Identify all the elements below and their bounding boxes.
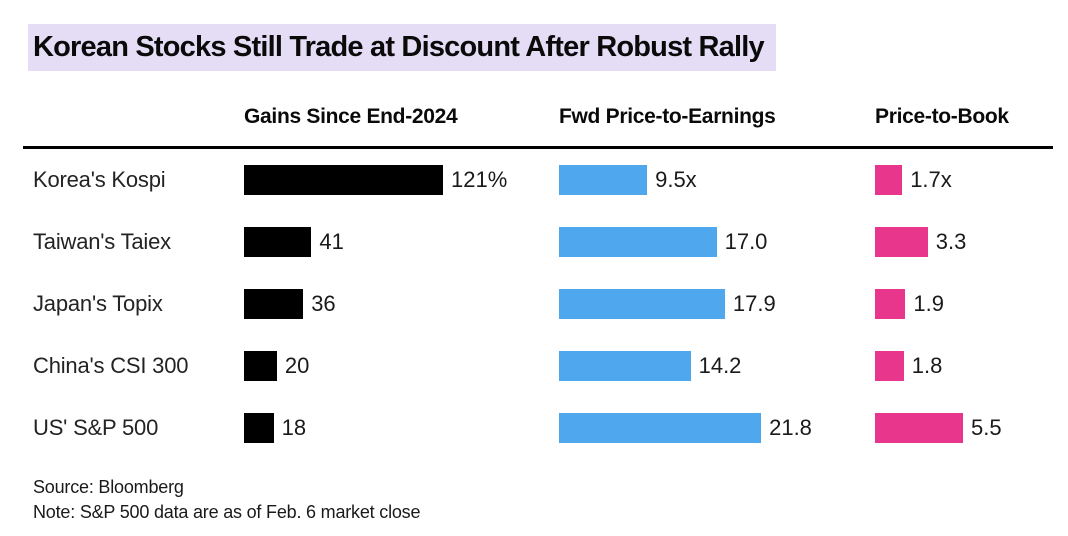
data-bar [875,351,904,381]
table-row: Korea's Kospi 121% 9.5x 1.7x [23,149,1053,211]
column-header-gains: Gains Since End-2024 [244,105,458,128]
bar-cell: 41 [244,227,559,257]
table-row: China's CSI 300 20 14.2 1.8 [23,335,1053,397]
source-text: Source: Bloomberg [33,477,184,497]
bar-cell: 5.5 [875,413,1053,443]
data-bar [244,351,277,381]
title-line: Korean Stocks Still Trade at Discount Af… [23,24,1053,71]
footer: Source: Bloomberg Note: S&P 500 data are… [23,475,1053,525]
bar-value-label: 5.5 [971,415,1002,440]
data-bar [559,289,725,319]
table-row: Japan's Topix 36 17.9 1.9 [23,273,1053,335]
column-header-fwd-pe: Fwd Price-to-Earnings [559,105,776,128]
bar-value-label: 36 [311,291,336,316]
data-bar [244,289,304,319]
data-bar [559,227,717,257]
bar-cell: 1.7x [875,165,1053,195]
bar-value-label: 1.8 [911,353,943,378]
data-bar [244,413,274,443]
data-bar [559,413,762,443]
bar-cell: 21.8 [559,413,875,443]
table-row: Taiwan's Taiex 41 17.0 3.3 [23,211,1053,273]
column-header-price-to-book: Price-to-Book [875,105,1009,128]
row-label: Japan's Topix [33,291,163,316]
chart-title: Korean Stocks Still Trade at Discount Af… [28,24,776,71]
row-label-column-spacer [33,105,244,129]
row-label: US' S&P 500 [33,415,159,440]
bar-cell: 36 [244,289,559,319]
bar-cell: 1.9 [875,289,1053,319]
bar-value-label: 21.8 [769,415,812,440]
bar-value-label: 41 [319,229,344,254]
table-row: US' S&P 500 18 21.8 5.5 [23,397,1053,459]
bar-value-label: 20 [284,353,310,378]
bar-value-label: 17.0 [724,229,768,254]
bar-cell: 1.8 [875,351,1053,381]
bar-cell: 20 [244,351,559,381]
row-label: Korea's Kospi [33,167,166,192]
data-bar [559,351,691,381]
bar-value-label: 18 [281,415,307,440]
bar-cell: 9.5x [559,165,875,195]
bar-cell: 14.2 [559,351,875,381]
bar-cell: 17.9 [559,289,875,319]
bar-cell: 17.0 [559,227,875,257]
data-bar [559,165,648,195]
note-text: Note: S&P 500 data are as of Feb. 6 mark… [33,502,421,522]
bar-value-label: 1.9 [913,291,944,316]
bar-cell: 121% [244,165,559,195]
bar-value-label: 121% [451,167,508,192]
data-bar [244,165,443,195]
data-bar [875,289,906,319]
bar-value-label: 1.7x [910,167,952,192]
bar-value-label: 3.3 [935,229,967,254]
data-bar [244,227,312,257]
header-divider-line [23,146,1053,149]
bar-value-label: 14.2 [698,353,742,378]
bar-value-label: 9.5x [655,167,697,192]
chart-container: Korean Stocks Still Trade at Discount Af… [23,0,1053,525]
row-label: China's CSI 300 [33,353,189,378]
bar-value-label: 17.9 [732,291,776,316]
data-bar [875,165,903,195]
chart-rows: Korea's Kospi 121% 9.5x 1.7x Taiwan's Taiex 4… [23,149,1053,459]
bar-cell: 18 [244,413,559,443]
row-label: Taiwan's Taiex [33,229,171,254]
data-bar [875,413,963,443]
data-bar [875,227,928,257]
column-header-row: Gains Since End-2024 Fwd Price-to-Earnin… [23,105,1053,129]
bar-cell: 3.3 [875,227,1053,257]
